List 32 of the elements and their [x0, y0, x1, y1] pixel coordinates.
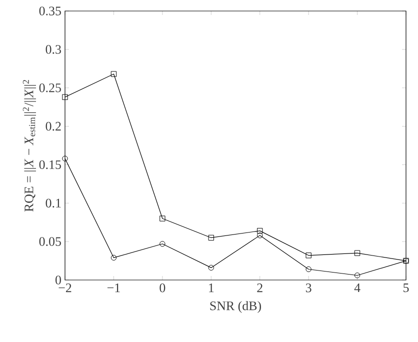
y-tick-label: 0.15	[39, 160, 61, 170]
y-tick-label: 0.2	[46, 122, 61, 131]
point	[62, 156, 68, 162]
y-tick-label: 0.1	[46, 198, 61, 208]
point	[110, 71, 117, 77]
point	[306, 266, 312, 272]
point	[354, 272, 360, 278]
text: RQE = ||X − X$_{estim}$||$^{2}$/||X||$^{2}$	[22, 80, 36, 212]
point	[354, 250, 360, 256]
x-tick-label: −2	[58, 284, 72, 292]
point	[62, 94, 68, 100]
point	[110, 254, 117, 261]
y-tick-label: 0.25	[39, 83, 61, 92]
point	[208, 234, 214, 241]
x-tick-label: −1	[107, 284, 120, 292]
y-tick-label: 0.35	[39, 6, 61, 16]
x-tick-label: 4	[354, 284, 360, 292]
x-tick-label: 1	[209, 284, 214, 292]
point	[257, 232, 263, 238]
x-tick-label: 3	[306, 284, 312, 292]
point	[208, 264, 214, 271]
x-tick-label: 2	[257, 284, 262, 292]
point	[257, 228, 263, 234]
x-tick-label: 5	[404, 284, 409, 292]
y-tick-label: 0	[56, 276, 61, 284]
x-tick-label: 0	[160, 284, 166, 292]
point	[160, 241, 166, 247]
x-axis-title: SNR (dB)	[210, 301, 262, 313]
point	[160, 216, 166, 222]
y-tick-label: 0.05	[39, 237, 61, 246]
point	[306, 252, 312, 258]
y-tick-label: 0.3	[46, 45, 61, 54]
